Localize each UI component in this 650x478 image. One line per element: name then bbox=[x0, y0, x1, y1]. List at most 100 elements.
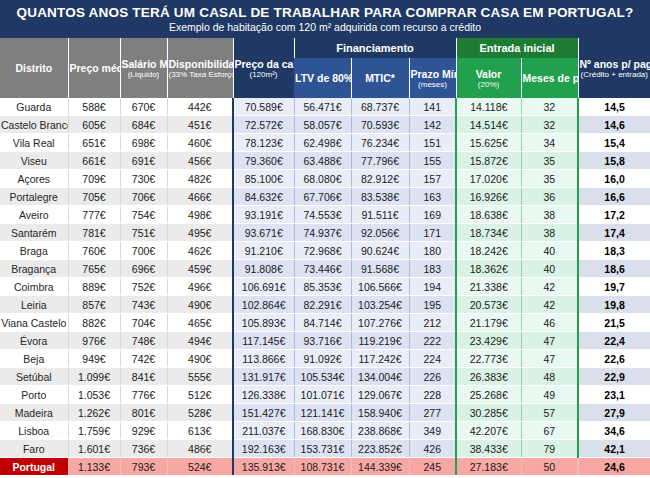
district-name-cell: Lisboa bbox=[0, 422, 68, 440]
value-cell: 84.714€ bbox=[294, 314, 351, 332]
value-cell: 47 bbox=[521, 332, 578, 350]
value-cell: 801€ bbox=[120, 404, 167, 422]
value-cell: 22,4 bbox=[578, 332, 650, 350]
value-cell: 68.080€ bbox=[294, 170, 351, 188]
value-cell: 85.353€ bbox=[294, 278, 351, 296]
col-header-preco-m2: Preço médio do m² bbox=[68, 38, 120, 98]
value-cell: 106.566€ bbox=[351, 278, 409, 296]
value-cell: 82.912€ bbox=[351, 170, 409, 188]
value-cell: 48 bbox=[521, 368, 578, 386]
district-name-cell: Porto bbox=[0, 386, 68, 404]
value-cell: 17,2 bbox=[578, 206, 650, 224]
value-cell: 38.433€ bbox=[456, 440, 521, 458]
value-cell: 157 bbox=[409, 170, 456, 188]
value-cell: 212 bbox=[409, 314, 456, 332]
value-cell: 486€ bbox=[167, 440, 233, 458]
value-cell: 495€ bbox=[167, 224, 233, 242]
value-cell: 466€ bbox=[167, 188, 233, 206]
col-header-valor: Valor (20%) bbox=[456, 58, 521, 98]
value-cell: 277 bbox=[409, 404, 456, 422]
value-cell: 704€ bbox=[120, 314, 167, 332]
value-cell: 742€ bbox=[120, 350, 167, 368]
infographic-page: QUANTOS ANOS TERÁ UM CASAL DE TRABALHAR … bbox=[0, 0, 650, 478]
value-cell: 83.538€ bbox=[351, 188, 409, 206]
value-cell: 748€ bbox=[120, 332, 167, 350]
value-cell: 93.716€ bbox=[294, 332, 351, 350]
value-cell: 222 bbox=[409, 332, 456, 350]
district-name-cell: Leiria bbox=[0, 296, 68, 314]
district-name-cell: Açores bbox=[0, 170, 68, 188]
district-name-cell: Vila Real bbox=[0, 134, 68, 152]
value-cell: 776€ bbox=[120, 386, 167, 404]
value-cell: 126.338€ bbox=[233, 386, 294, 404]
value-cell: 670€ bbox=[120, 98, 167, 116]
value-cell: 168.830€ bbox=[294, 422, 351, 440]
col-header-anos-sublabel: (Crédito + entrada) bbox=[580, 70, 650, 79]
value-cell: 605€ bbox=[68, 116, 120, 134]
col-header-ltv: LTV de 80% bbox=[294, 58, 351, 98]
col-header-mtic-label: MTIC* bbox=[365, 72, 395, 84]
district-row: Coimbra889€752€496€106.691€85.353€106.56… bbox=[0, 278, 650, 296]
value-cell: 18.242€ bbox=[456, 242, 521, 260]
housing-table: Distrito Preço médio do m² Salário Médio… bbox=[0, 38, 650, 475]
value-cell: 35 bbox=[521, 170, 578, 188]
value-cell: 40 bbox=[521, 260, 578, 278]
col-header-anos: Nº anos p/ pagar casa (Crédito + entrada… bbox=[578, 38, 650, 98]
district-name-cell: Setúbal bbox=[0, 368, 68, 386]
value-cell: 151 bbox=[409, 134, 456, 152]
value-cell: 103.254€ bbox=[351, 296, 409, 314]
value-cell: 882€ bbox=[68, 314, 120, 332]
value-cell: 32 bbox=[521, 98, 578, 116]
value-cell: 1.099€ bbox=[68, 368, 120, 386]
value-cell: 58.057€ bbox=[294, 116, 351, 134]
value-cell: 84.632€ bbox=[233, 188, 294, 206]
page-title: QUANTOS ANOS TERÁ UM CASAL DE TRABALHAR … bbox=[0, 4, 650, 21]
value-cell: 72.968€ bbox=[294, 242, 351, 260]
value-cell: 706€ bbox=[120, 188, 167, 206]
value-cell: 793€ bbox=[120, 458, 167, 476]
district-row: Évora976€748€494€117.145€93.716€119.219€… bbox=[0, 332, 650, 350]
value-cell: 74.937€ bbox=[294, 224, 351, 242]
value-cell: 426 bbox=[409, 440, 456, 458]
value-cell: 38 bbox=[521, 224, 578, 242]
value-cell: 841€ bbox=[120, 368, 167, 386]
district-name-cell: Santarém bbox=[0, 224, 68, 242]
value-cell: 18,6 bbox=[578, 260, 650, 278]
col-header-preco-casa-label: Preço da casa bbox=[235, 58, 295, 70]
district-row: Viseu661€691€456€79.360€63.488€77.796€15… bbox=[0, 152, 650, 170]
value-cell: 781€ bbox=[68, 224, 120, 242]
value-cell: 42.207€ bbox=[456, 422, 521, 440]
value-cell: 18.362€ bbox=[456, 260, 521, 278]
value-cell: 18.734€ bbox=[456, 224, 521, 242]
value-cell: 42 bbox=[521, 296, 578, 314]
value-cell: 78.123€ bbox=[233, 134, 294, 152]
value-cell: 730€ bbox=[120, 170, 167, 188]
value-cell: 17.020€ bbox=[456, 170, 521, 188]
value-cell: 14,6 bbox=[578, 116, 650, 134]
table-header: Distrito Preço médio do m² Salário Médio… bbox=[0, 38, 650, 98]
col-header-distrito: Distrito bbox=[0, 38, 68, 98]
value-cell: 494€ bbox=[167, 332, 233, 350]
district-row: Setúbal1.099€841€555€131.917€105.534€134… bbox=[0, 368, 650, 386]
value-cell: 72.572€ bbox=[233, 116, 294, 134]
value-cell: 661€ bbox=[68, 152, 120, 170]
value-cell: 194 bbox=[409, 278, 456, 296]
value-cell: 651€ bbox=[68, 134, 120, 152]
col-header-preco-casa: Preço da casa (120m²) bbox=[233, 38, 294, 98]
value-cell: 462€ bbox=[167, 242, 233, 260]
value-cell: 42 bbox=[521, 278, 578, 296]
value-cell: 90.624€ bbox=[351, 242, 409, 260]
district-name-cell: Coimbra bbox=[0, 278, 68, 296]
value-cell: 107.276€ bbox=[351, 314, 409, 332]
value-cell: 62.498€ bbox=[294, 134, 351, 152]
value-cell: 1.133€ bbox=[68, 458, 120, 476]
value-cell: 15,8 bbox=[578, 152, 650, 170]
col-header-preco-m2-label: Preço médio do m² bbox=[70, 62, 121, 74]
value-cell: 171 bbox=[409, 224, 456, 242]
col-header-anos-label: Nº anos p/ pagar casa bbox=[580, 58, 650, 70]
value-cell: 91.210€ bbox=[233, 242, 294, 260]
value-cell: 106.691€ bbox=[233, 278, 294, 296]
value-cell: 49 bbox=[521, 386, 578, 404]
value-cell: 490€ bbox=[167, 296, 233, 314]
col-header-salario-sublabel: (Líquido) bbox=[122, 70, 166, 79]
